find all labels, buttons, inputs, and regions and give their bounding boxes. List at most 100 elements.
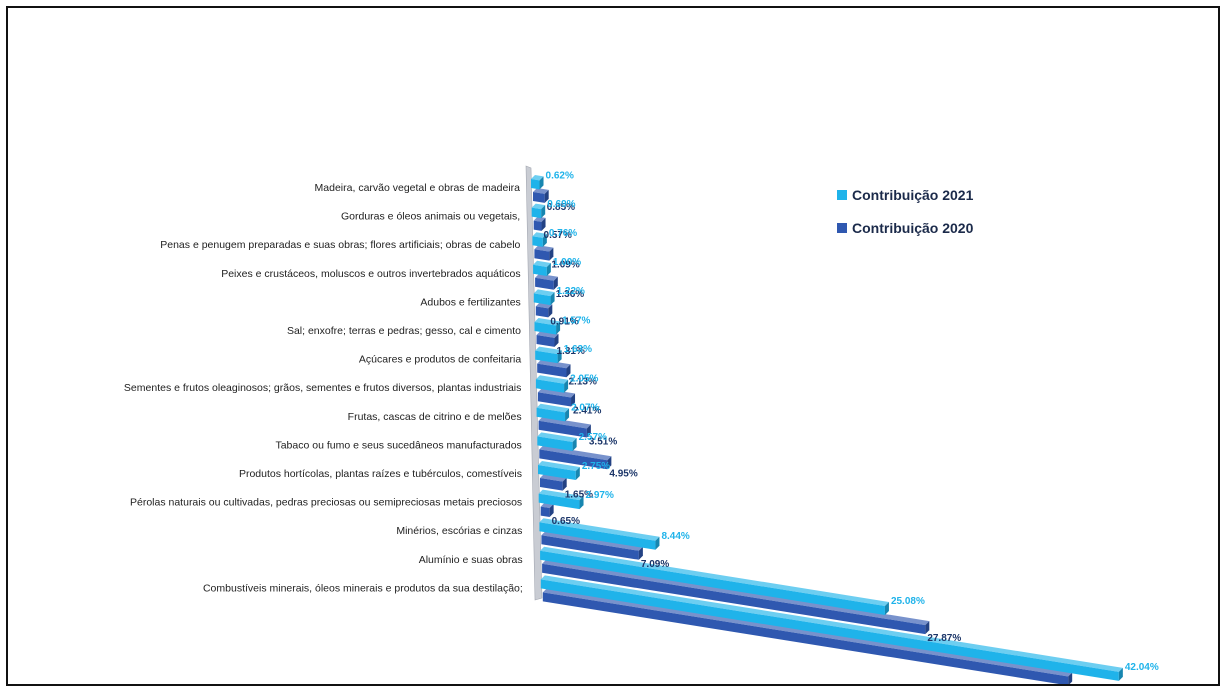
bar-chart: Madeira, carvão vegetal e obras de madei… <box>124 165 1159 684</box>
value-label-2021: 2.07% <box>571 402 599 413</box>
bar-2021 <box>531 203 546 219</box>
category-label: Produtos hortícolas, plantas raízes e tu… <box>239 468 522 480</box>
bar-2021 <box>531 175 544 190</box>
bar-2020 <box>537 359 571 378</box>
bar-2020-end <box>566 364 571 378</box>
bar-2020-end <box>586 424 591 438</box>
bar-2021-end <box>884 601 889 615</box>
bar-2020-end <box>638 546 643 560</box>
bar-2020-end <box>544 189 549 203</box>
bar-2020-end <box>925 621 930 635</box>
bar-2021-front <box>540 550 885 615</box>
bar-2020-top <box>536 331 559 338</box>
bar-2021-front <box>535 379 565 393</box>
bar-2020-front <box>540 478 563 491</box>
bar-2021-front <box>533 264 547 276</box>
value-label-2020: 1.31% <box>557 346 585 357</box>
bar-2020 <box>538 416 591 438</box>
bar-2020-front <box>537 392 572 407</box>
bar-2021-front <box>531 179 540 190</box>
bar-2021-top <box>531 203 546 210</box>
bar-2021-end <box>655 536 660 550</box>
bar-2021-end <box>579 496 584 510</box>
category-label: Tabaco ou fumo e seus sucedâneos manufac… <box>275 439 521 451</box>
bar-2021 <box>533 289 555 306</box>
category-label: Gorduras e óleos animais ou vegetais, <box>341 211 520 223</box>
bar-2021 <box>540 575 1123 681</box>
value-label-2021: 25.08% <box>891 596 925 607</box>
value-label-2021: 2.57% <box>579 432 607 443</box>
value-label-2020: 27.87% <box>927 633 961 644</box>
category-label: Sal; enxofre; terras e pedras; gesso, ca… <box>287 325 521 337</box>
category-label: Adubos e fertilizantes <box>420 296 520 308</box>
bar-2021 <box>535 375 569 393</box>
bar-2021-end <box>557 350 562 364</box>
bar-2020-front <box>541 535 639 560</box>
bar-2021 <box>540 546 889 615</box>
bar-2020-front <box>542 592 1069 684</box>
value-label-2020: 2.13% <box>568 376 596 387</box>
bar-2020-top <box>542 588 1073 677</box>
bar-2021-front <box>540 579 1119 681</box>
category-label: Peixes e crustáceos, moluscos e outros i… <box>221 268 520 280</box>
bar-2021 <box>535 346 562 364</box>
category-label: Frutas, cascas de citrino e de melões <box>348 411 522 423</box>
bar-2020 <box>541 531 643 560</box>
value-label-2020: 0.91% <box>550 316 578 327</box>
bar-2021-top <box>531 175 544 181</box>
bar-2021-end <box>572 438 577 452</box>
bar-2021-top <box>538 461 580 472</box>
bar-2020 <box>540 502 554 518</box>
legend-swatch-2020 <box>837 223 847 233</box>
wall-face <box>525 165 543 601</box>
bar-2021-top <box>535 375 569 384</box>
bar-2020-end <box>541 217 546 231</box>
value-label-2021: 0.62% <box>546 170 574 181</box>
bar-2021-top <box>538 489 584 501</box>
bar-2021-end <box>575 467 580 481</box>
bar-2020-top <box>537 359 571 369</box>
bar-2020 <box>540 474 567 491</box>
bar-2020 <box>533 188 549 203</box>
value-label-2021: 2.97% <box>586 490 614 501</box>
bars <box>531 175 1123 684</box>
bar-2021-front <box>536 407 566 422</box>
chart-wall <box>525 165 543 601</box>
chart-frame: Madeira, carvão vegetal e obras de madei… <box>6 6 1220 686</box>
bar-2021-front <box>535 350 558 364</box>
bar-2020 <box>534 245 554 261</box>
bar-2021 <box>536 403 570 422</box>
bar-2020-top <box>537 388 576 398</box>
legend: Contribuição 2021 Contribuição 2020 <box>837 187 974 236</box>
bar-2021-end <box>564 379 569 393</box>
bar-2021-end <box>539 176 544 190</box>
bar-2020-end <box>549 247 554 261</box>
bar-2020-end <box>554 333 559 347</box>
bar-2020 <box>536 331 559 347</box>
bar-2021-top <box>533 289 555 297</box>
bar-2021-front <box>538 465 576 481</box>
bar-2020-top <box>533 216 546 222</box>
bar-2020-front <box>535 277 554 290</box>
category-label: Pérolas naturais ou cultivadas, pedras p… <box>130 497 522 509</box>
category-label: Combustíveis minerais, óleos minerais e … <box>203 582 523 594</box>
category-label: Madeira, carvão vegetal e obras de madei… <box>315 182 521 194</box>
bar-2021-end <box>546 263 551 276</box>
bar-2020-front <box>538 420 587 438</box>
bar-2021 <box>537 432 577 452</box>
value-label-2020: 0.57% <box>544 230 572 241</box>
bar-2020-end <box>553 276 558 290</box>
value-label-2021: 1.00% <box>553 257 581 268</box>
value-label-2021: 2.05% <box>570 374 598 385</box>
bar-2021-top <box>532 232 547 238</box>
category-label: Minérios, escórias e cinzas <box>396 525 522 537</box>
category-labels: Madeira, carvão vegetal e obras de madei… <box>124 182 523 594</box>
legend-swatch-2021 <box>837 190 847 200</box>
bar-2020-top <box>534 245 554 252</box>
bar-2021 <box>534 318 561 335</box>
value-label-2021: 1.63% <box>564 344 592 355</box>
bar-2021-end <box>542 233 547 247</box>
bar-2020-top <box>542 559 930 626</box>
value-label-2020: 1.36% <box>556 289 584 300</box>
bar-2021 <box>538 489 584 510</box>
